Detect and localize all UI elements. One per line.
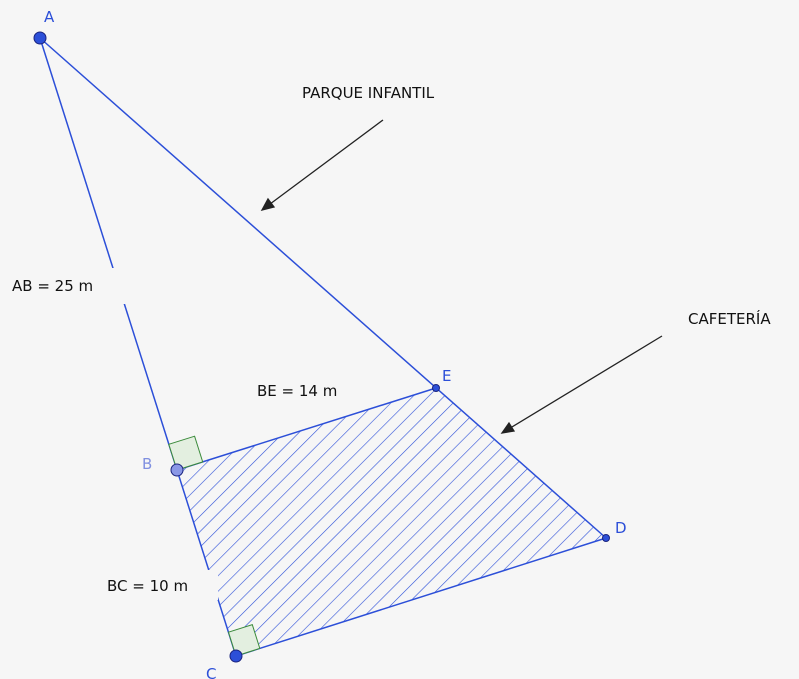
point-e: [432, 384, 440, 392]
point-b: [170, 463, 184, 477]
label-bg: [8, 268, 128, 304]
point-d: [602, 534, 610, 542]
point-label: E: [442, 367, 451, 385]
label-bg: [104, 570, 218, 600]
segments: [39, 37, 607, 657]
arrow-cafeteria: [501, 335, 663, 434]
annotation: PARQUE INFANTIL: [302, 84, 435, 102]
arrows: [260, 119, 663, 434]
annotation: CAFETERÍA: [688, 309, 771, 328]
segment-ac: [39, 37, 237, 657]
point-label: B: [142, 455, 152, 473]
right-angle-c: [227, 623, 261, 657]
segment-cd: [235, 537, 607, 657]
arrow-playground: [261, 119, 384, 211]
segment-ad: [39, 37, 607, 539]
point-a: [33, 31, 47, 45]
measure-label: BC = 10 m: [107, 577, 188, 595]
point-label: C: [206, 665, 216, 679]
point-label: A: [44, 8, 55, 26]
arrowhead: [500, 421, 516, 434]
segment-be: [176, 387, 437, 471]
measure-label: AB = 25 m: [12, 277, 93, 295]
measure-label: BE = 14 m: [257, 382, 337, 400]
cafeteria-region: [177, 388, 606, 656]
arrowhead: [260, 197, 276, 211]
right-angle-b: [168, 435, 204, 471]
point-c: [229, 649, 243, 663]
point-label: D: [615, 519, 627, 537]
